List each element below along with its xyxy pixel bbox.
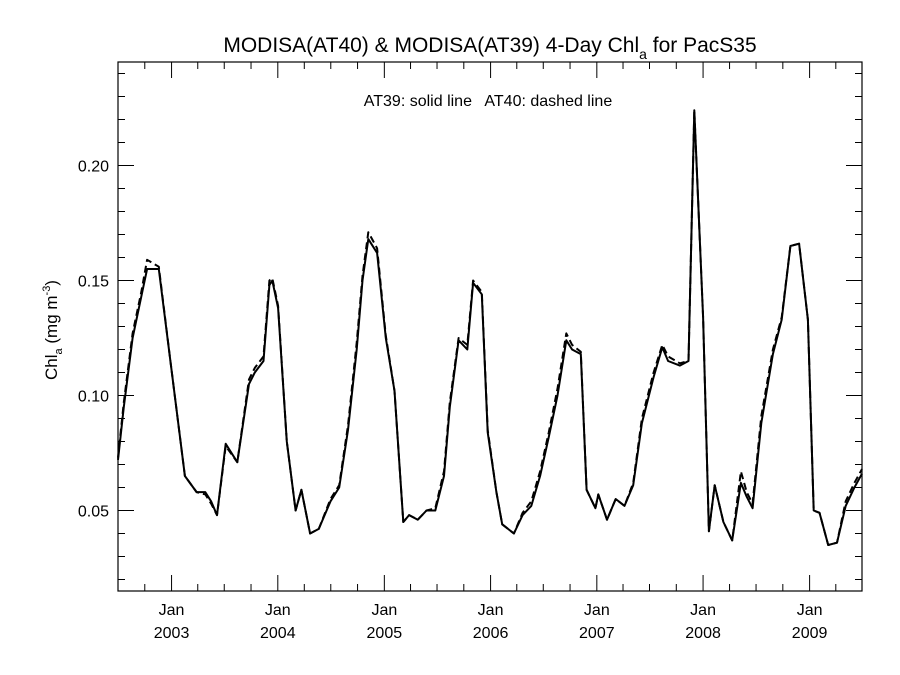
- x-tick-year-label: 2003: [154, 625, 190, 642]
- x-tick-year-label: 2008: [685, 625, 721, 642]
- series-line-at39: [117, 109, 863, 546]
- x-tick-month-label: Jan: [690, 602, 716, 619]
- series-line-at40: [117, 109, 863, 546]
- plot-frame: [117, 61, 863, 592]
- x-tick-year-label: 2006: [473, 625, 509, 642]
- y-tick-label: 0.10: [78, 389, 109, 406]
- x-tick-month-label: Jan: [584, 602, 610, 619]
- y-axis-label-close: ): [42, 280, 61, 286]
- y-tick-labels: 0.05 0.10 0.15 0.20: [78, 159, 109, 521]
- y-axis-label-superscript: -3: [41, 286, 53, 296]
- chart-title-tail: for PacS35: [647, 34, 757, 57]
- chart-title: MODISA(AT40) & MODISA(AT39) 4-Day Chla f…: [223, 34, 756, 62]
- x-tick-labels: Jan 2003 Jan 2004 Jan 2005 Jan 2006 Jan 2007 Jan 20…: [154, 602, 828, 642]
- chart-title-subscript: a: [639, 46, 647, 62]
- legend-annotation: AT39: solid line AT40: dashed line: [364, 93, 613, 110]
- y-axis-label: Chla (mg m-3): [41, 280, 65, 380]
- y-tick-label: 0.20: [78, 159, 109, 176]
- y-axis-label-main: Chl: [42, 354, 61, 380]
- x-tick-month-label: Jan: [478, 602, 504, 619]
- y-axis-label-subscript: a: [53, 347, 65, 354]
- y-axis-label-unit: (mg m: [42, 295, 61, 348]
- x-tick-year-label: 2007: [579, 625, 615, 642]
- x-tick-month-label: Jan: [265, 602, 291, 619]
- x-tick-month-label: Jan: [159, 602, 185, 619]
- y-tick-label: 0.15: [78, 274, 109, 291]
- x-tick-year-label: 2004: [260, 625, 296, 642]
- x-tick-month-label: Jan: [371, 602, 397, 619]
- data-series: [117, 109, 863, 546]
- chart-title-main: MODISA(AT40) & MODISA(AT39) 4-Day Chl: [223, 34, 639, 57]
- axis-ticks: [117, 62, 862, 591]
- x-tick-year-label: 2005: [367, 625, 403, 642]
- y-tick-label: 0.05: [78, 504, 109, 521]
- x-tick-year-label: 2009: [792, 625, 828, 642]
- x-tick-month-label: Jan: [797, 602, 823, 619]
